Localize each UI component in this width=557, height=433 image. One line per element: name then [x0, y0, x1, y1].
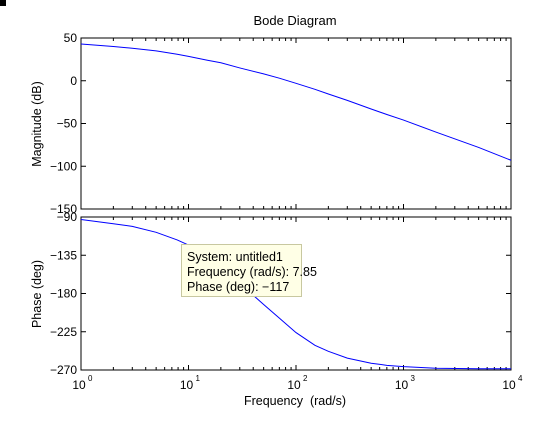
magnitude-series-line	[80, 43, 512, 161]
phase-ylabel: Phase (deg)	[30, 260, 44, 328]
magnitude-axes-box	[80, 37, 512, 210]
x-tick-label-base: 10	[395, 378, 409, 392]
datatip-line-phase: Phase (deg): −117	[187, 280, 290, 294]
x-tick-label-exponent: 4	[518, 374, 523, 383]
phase-series-line	[80, 219, 511, 370]
undefined-y-tick-label: −180	[50, 287, 77, 301]
undefined-y-tick-label: 50	[64, 31, 78, 45]
x-axis-label: Frequency (rad/s)	[244, 394, 346, 408]
undefined-y-tick-label: −270	[50, 363, 77, 377]
x-tick-label-exponent: 3	[411, 374, 416, 383]
x-tick-label-exponent: 0	[88, 374, 93, 383]
x-tick-label-base: 10	[72, 378, 86, 392]
x-tick-label-exponent: 2	[303, 374, 308, 383]
undefined-y-tick-label: −150	[50, 202, 77, 216]
datatip-marker[interactable]	[0, 0, 6, 6]
undefined-y-tick-label: −90	[57, 210, 78, 224]
undefined-y-tick-label: −225	[50, 325, 77, 339]
x-tick-label-exponent: 1	[196, 374, 201, 383]
undefined-y-tick-label: −50	[57, 117, 78, 131]
magnitude-ylabel: Magnitude (dB)	[30, 81, 44, 166]
chart-title: Bode Diagram	[253, 13, 336, 28]
magnitude-panel: 50 0 −50 −100 −150 Magnitude (dB)	[30, 31, 512, 216]
x-tick-label-base: 10	[287, 378, 301, 392]
undefined-y-tick-label: −100	[50, 159, 77, 173]
datatip-box[interactable]: System: untitled1 Frequency (rad/s): 7.8…	[181, 244, 317, 297]
undefined-y-tick-label: −135	[50, 248, 77, 262]
datatip-line-frequency: Frequency (rad/s): 7.85	[187, 265, 317, 279]
datatip-line-system: System: untitled1	[187, 250, 283, 264]
x-tick-label-base: 10	[180, 378, 194, 392]
undefined-y-tick-label: 0	[70, 74, 77, 88]
x-tick-label-base: 10	[502, 378, 516, 392]
